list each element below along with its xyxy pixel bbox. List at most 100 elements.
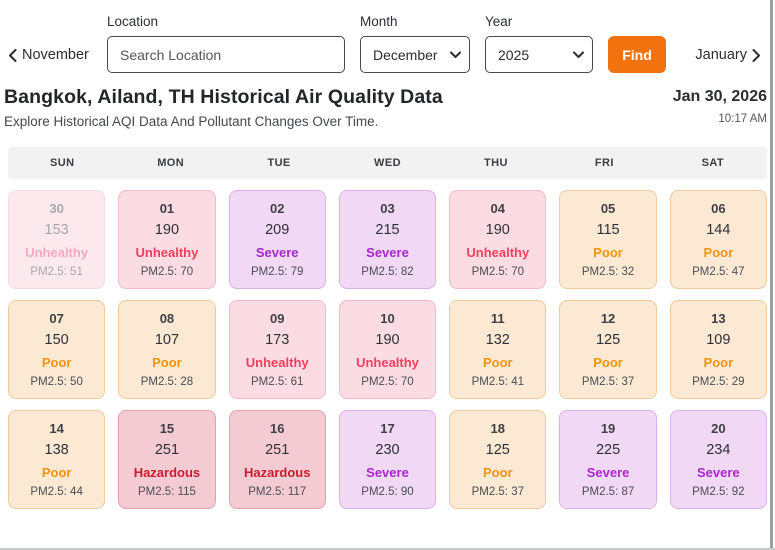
calendar-day-cell[interactable]: 01 190 Unhealthy PM2.5: 70 [118, 190, 216, 289]
calendar-day-cell[interactable]: 12 125 Poor PM2.5: 37 [559, 300, 657, 399]
weekday-label: WED [374, 157, 401, 169]
calendar-day-cell[interactable]: 10 190 Unhealthy PM2.5: 70 [338, 300, 437, 399]
aqi-category-label: Poor [482, 354, 513, 370]
prev-month-link[interactable]: November [8, 47, 107, 73]
pm25-value: PM2.5: 70 [140, 265, 194, 278]
pm25-value: PM2.5: 32 [581, 265, 635, 278]
pm25-value: PM2.5: 51 [30, 265, 83, 278]
aqi-category-label: Hazardous [243, 464, 311, 480]
aqi-category-label: Poor [482, 464, 513, 480]
window-right-edge [770, 0, 773, 550]
pm25-value: PM2.5: 47 [692, 265, 745, 278]
pm25-value: PM2.5: 70 [361, 375, 414, 388]
aqi-value: 190 [375, 332, 400, 349]
calendar-day-cell[interactable]: 15 251 Hazardous PM2.5: 115 [118, 410, 216, 509]
calendar-day-cell[interactable]: 19 225 Severe PM2.5: 87 [559, 410, 657, 509]
calendar-day-cell[interactable]: 13 109 Poor PM2.5: 29 [669, 300, 767, 399]
pm25-value: PM2.5: 70 [471, 265, 524, 278]
aqi-value: 125 [485, 442, 510, 459]
pm25-value: PM2.5: 87 [581, 485, 635, 498]
month-select[interactable]: December [360, 36, 470, 73]
day-number: 02 [269, 201, 285, 217]
month-select-control[interactable]: December [360, 36, 470, 73]
aqi-category-label: Poor [41, 354, 72, 370]
aqi-value: 150 [44, 332, 69, 349]
aqi-value: 173 [265, 332, 290, 349]
calendar-day-cell[interactable]: 30 153 Unhealthy PM2.5: 51 [8, 190, 106, 289]
year-select-control[interactable]: 2025 [485, 36, 593, 73]
day-number: 09 [269, 311, 285, 327]
pm25-value: PM2.5: 79 [250, 265, 304, 278]
pm25-value: PM2.5: 50 [30, 375, 83, 388]
calendar-day-cell[interactable]: 16 251 Hazardous PM2.5: 117 [228, 410, 326, 509]
day-number: 07 [49, 311, 64, 327]
aqi-category-label: Hazardous [133, 464, 201, 480]
day-number: 04 [490, 201, 506, 217]
aqi-category-label: Severe [586, 464, 630, 480]
calendar-day-cell[interactable]: 20 234 Severe PM2.5: 92 [669, 410, 767, 509]
day-number: 30 [49, 201, 64, 217]
pm25-value: PM2.5: 37 [471, 485, 524, 498]
year-select[interactable]: 2025 [485, 36, 593, 73]
calendar-day-cell[interactable]: 11 132 Poor PM2.5: 41 [449, 300, 547, 399]
current-time: 10:17 AM [718, 113, 767, 125]
next-month-label: January [695, 47, 747, 63]
day-number: 08 [159, 311, 175, 327]
aqi-value: 132 [485, 332, 510, 349]
day-number: 03 [380, 201, 395, 217]
aqi-value: 251 [265, 442, 290, 459]
day-number: 05 [600, 201, 616, 217]
aqi-value: 109 [706, 332, 731, 349]
pm25-value: PM2.5: 117 [248, 485, 307, 498]
aqi-value: 225 [595, 442, 621, 459]
aqi-value: 153 [44, 222, 69, 239]
aqi-category-label: Severe [366, 244, 409, 260]
aqi-category-label: Unhealthy [25, 244, 89, 260]
pm25-value: PM2.5: 61 [250, 375, 304, 388]
calendar-day-cell[interactable]: 17 230 Severe PM2.5: 90 [338, 410, 437, 509]
calendar-day-cell[interactable]: 02 209 Severe PM2.5: 79 [228, 190, 326, 289]
calendar-day-cell[interactable]: 07 150 Poor PM2.5: 50 [8, 300, 106, 399]
aqi-value: 138 [44, 442, 69, 459]
aqi-category-label: Severe [255, 244, 299, 260]
day-number: 16 [269, 421, 285, 437]
day-number: 17 [380, 421, 395, 437]
month-field: Month December [360, 14, 470, 73]
aqi-value: 215 [375, 222, 400, 239]
calendar-day-cell[interactable]: 08 107 Poor PM2.5: 28 [118, 300, 216, 399]
page-header-text: Bangkok, Ailand, TH Historical Air Quali… [4, 86, 443, 129]
aqi-value: 234 [706, 442, 731, 459]
location-field: Location [107, 14, 345, 73]
page-subtitle: Explore Historical AQI Data And Pollutan… [4, 114, 379, 129]
chevron-right-icon [752, 48, 761, 62]
day-number: 11 [490, 311, 505, 327]
day-number: 19 [600, 421, 616, 437]
aqi-category-label: Poor [593, 244, 623, 260]
page-title: Bangkok, Ailand, TH Historical Air Quali… [4, 86, 443, 108]
calendar-day-cell[interactable]: 18 125 Poor PM2.5: 37 [449, 410, 547, 509]
calendar-day-cell[interactable]: 05 115 Poor PM2.5: 32 [559, 190, 657, 289]
aqi-value: 190 [485, 222, 510, 239]
day-number: 10 [380, 311, 395, 327]
aqi-value: 107 [154, 332, 180, 349]
calendar-day-cell[interactable]: 03 215 Severe PM2.5: 82 [338, 190, 437, 289]
aqi-category-label: Poor [41, 464, 72, 480]
day-number: 20 [711, 421, 726, 437]
timestamp: Jan 30, 2026 10:17 AM [673, 86, 767, 125]
calendar-day-cell[interactable]: 09 173 Unhealthy PM2.5: 61 [228, 300, 326, 399]
weekday-label: MON [157, 157, 185, 169]
day-number: 13 [711, 311, 726, 327]
calendar-day-cell[interactable]: 06 144 Poor PM2.5: 47 [669, 190, 767, 289]
pm25-value: PM2.5: 37 [581, 375, 635, 388]
calendar-day-cell[interactable]: 14 138 Poor PM2.5: 44 [8, 410, 106, 509]
find-button[interactable]: Find [608, 36, 666, 73]
aqi-category-label: Unhealthy [356, 354, 419, 370]
prev-month-label: November [22, 47, 89, 63]
location-search-input[interactable] [107, 36, 345, 73]
aqi-category-label: Severe [697, 464, 740, 480]
day-number: 01 [159, 201, 175, 217]
next-month-link[interactable]: January [695, 47, 765, 73]
aqi-value: 190 [154, 222, 180, 239]
calendar-day-cell[interactable]: 04 190 Unhealthy PM2.5: 70 [449, 190, 547, 289]
